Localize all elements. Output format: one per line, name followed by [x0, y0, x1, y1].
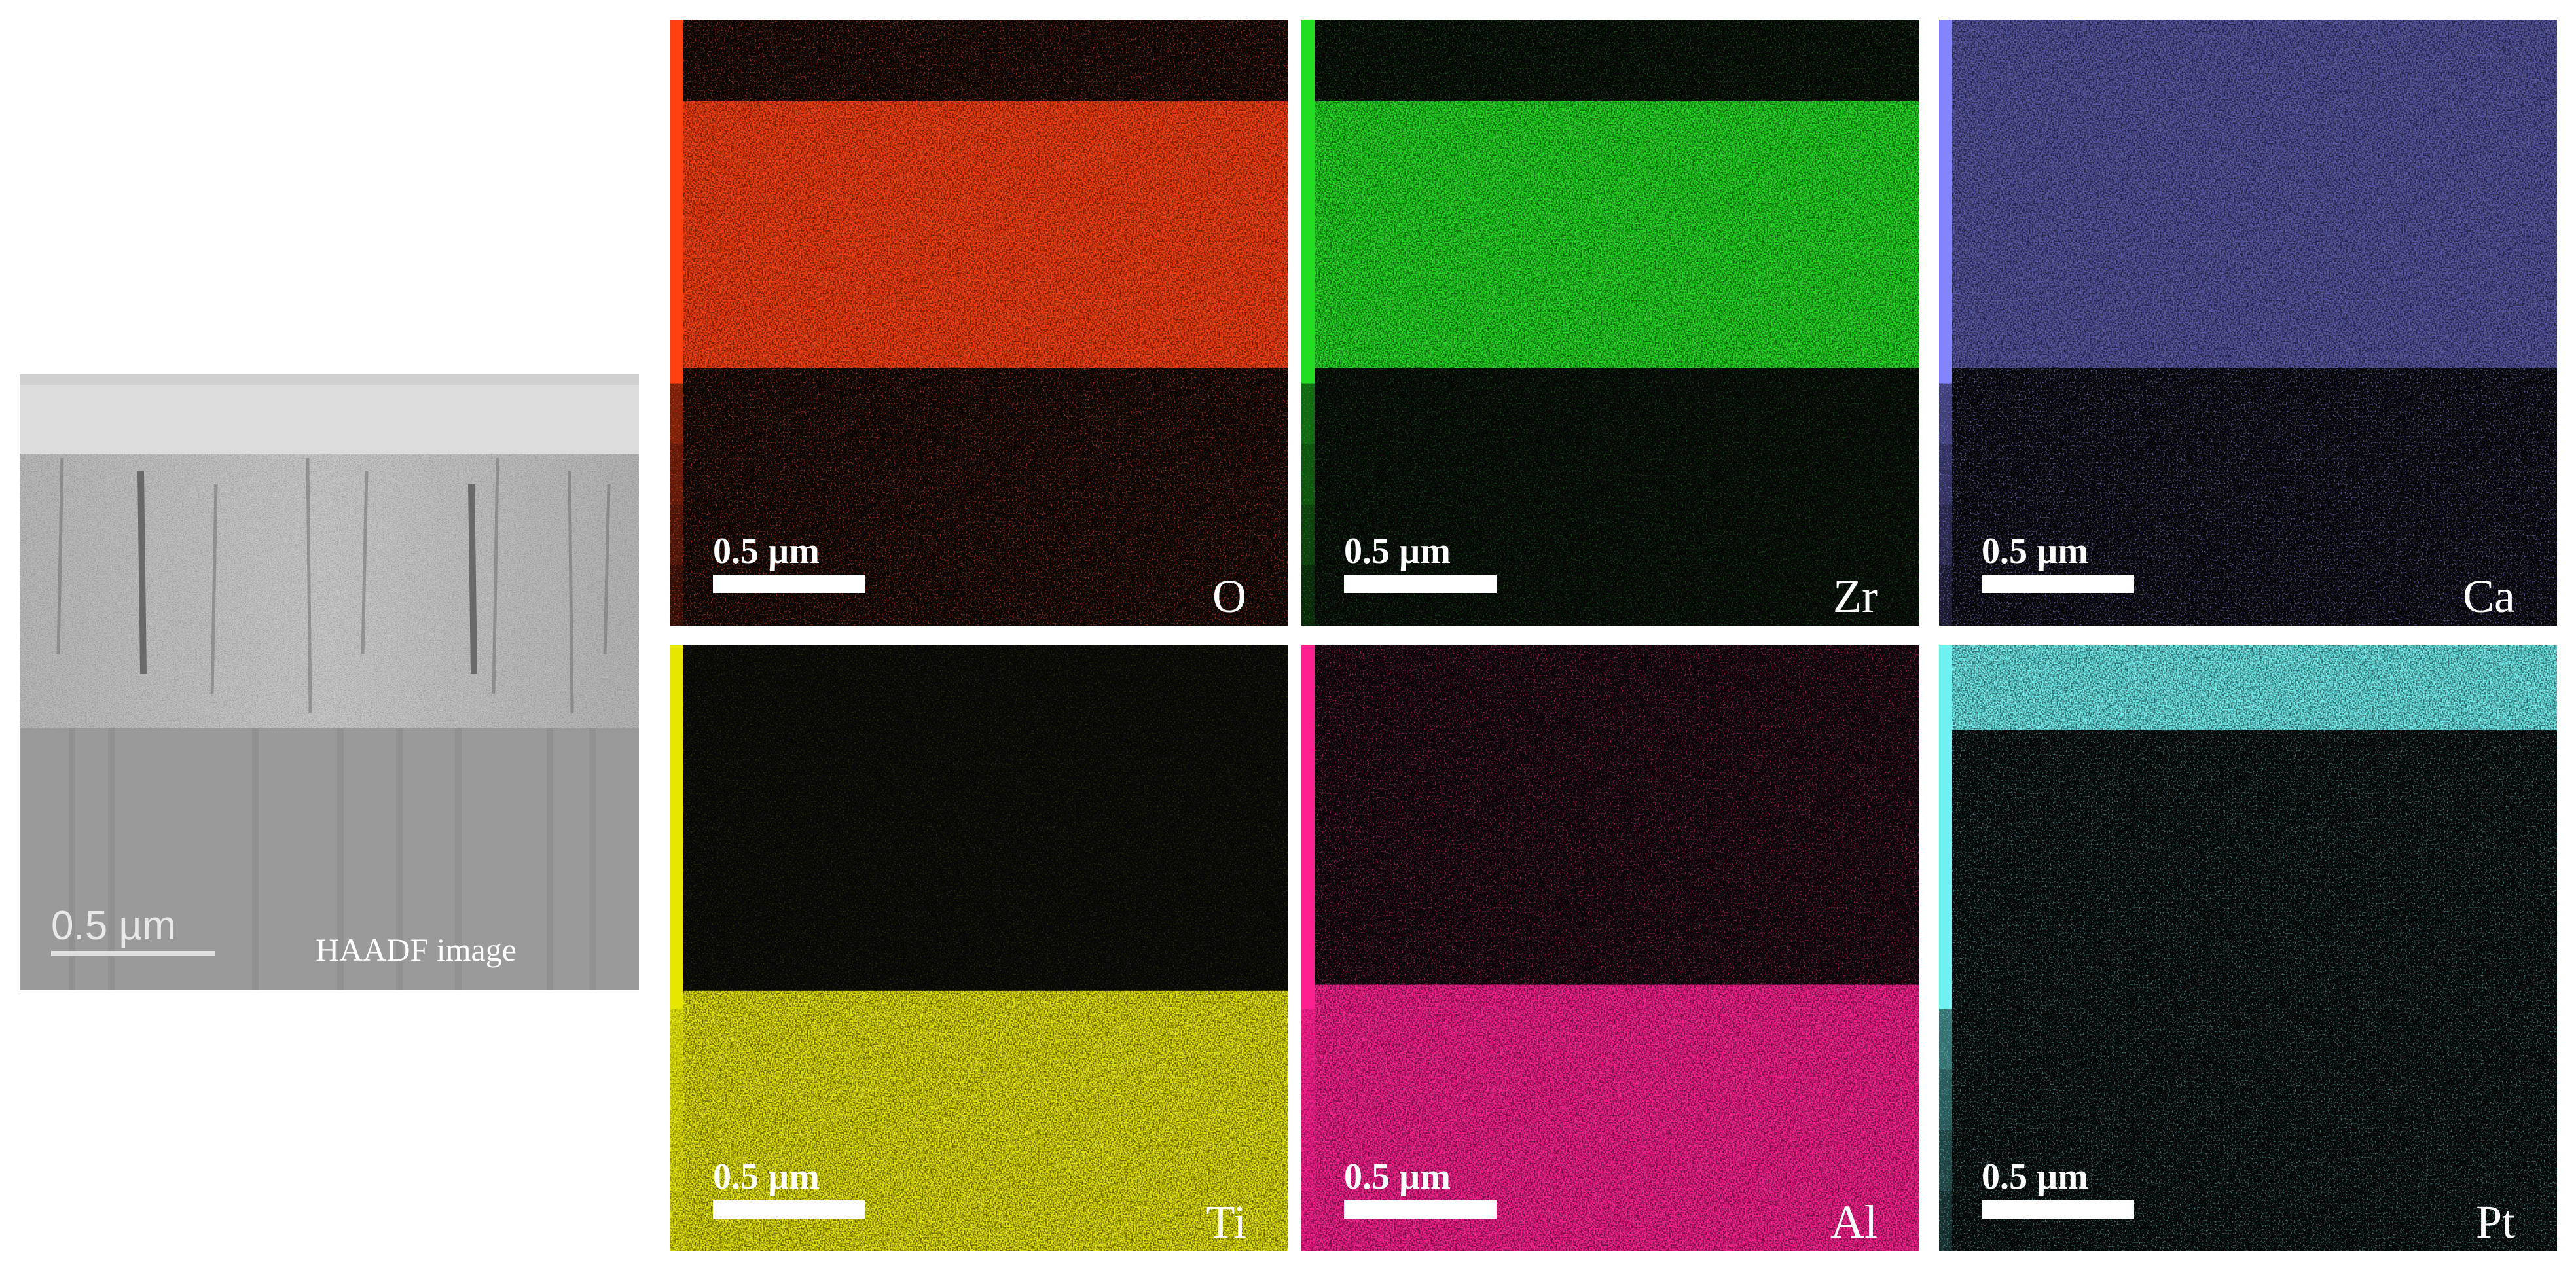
scale-bar-label: 0.5 µm	[1344, 531, 1451, 571]
element-map-panel: 0.5 µm O	[670, 20, 1288, 626]
element-label: O	[1212, 570, 1246, 622]
element-map-panel: 0.5 µm Ca	[1939, 20, 2557, 626]
scale-bar-label: 0.5 µm	[1982, 531, 2088, 571]
scale-bar-label: 0.5 µm	[1982, 1156, 2088, 1197]
element-map-panel: 0.5 µm Zr	[1301, 20, 1919, 626]
element-map-panel: 0.5 µm Al	[1301, 645, 1919, 1251]
scale-bar-label: 0.5 µm	[1344, 1156, 1451, 1197]
element-label: Pt	[2476, 1196, 2515, 1248]
element-label: Ca	[2463, 570, 2515, 622]
scale-bar	[1982, 575, 2134, 593]
element-label: Zr	[1833, 570, 1878, 622]
haadf-label: HAADF image	[316, 931, 517, 968]
haadf-scale-bar-label: 0.5 µm	[51, 903, 176, 948]
scale-bar	[1344, 575, 1497, 593]
scale-bar-label: 0.5 µm	[713, 1156, 820, 1197]
scale-bar	[1344, 1200, 1497, 1219]
element-label: Ti	[1206, 1196, 1246, 1248]
scale-bar-label: 0.5 µm	[713, 531, 820, 571]
scale-bar	[713, 575, 865, 593]
element-label: Al	[1830, 1196, 1878, 1248]
haadf-scale-bar	[51, 951, 215, 956]
scale-bar	[1982, 1200, 2134, 1219]
haadf-panel: 0.5 µm HAADF image	[20, 374, 639, 990]
element-map-panel: 0.5 µm Pt	[1939, 645, 2557, 1251]
element-map-panel: 0.5 µm Ti	[670, 645, 1288, 1251]
scale-bar	[713, 1200, 865, 1219]
